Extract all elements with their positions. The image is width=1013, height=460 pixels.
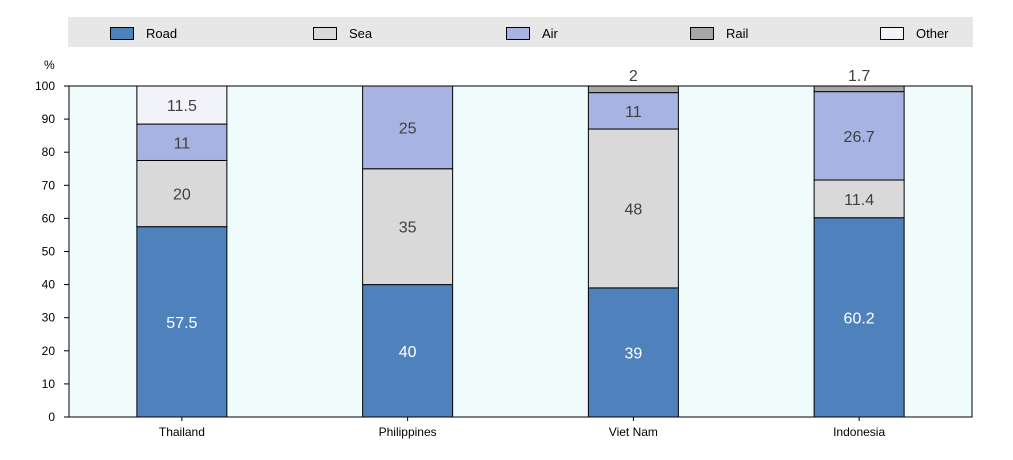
bar-segment-air — [362, 85, 454, 170]
data-label: 2 — [629, 68, 638, 85]
legend-swatch-sea — [313, 26, 337, 40]
data-label: 20 — [173, 187, 191, 204]
bar-segment-road — [362, 284, 454, 418]
bar-segment-sea — [136, 159, 228, 228]
y-tick-label: 50 — [42, 245, 56, 259]
bar-segment-road — [813, 217, 905, 418]
data-label: 40 — [399, 344, 417, 361]
legend-item-other: Other — [880, 25, 949, 41]
y-tick-label: 90 — [42, 112, 56, 126]
y-tick-label: 0 — [48, 410, 55, 424]
legend-label-rail: Rail — [726, 25, 749, 41]
x-tick-label: Indonesia — [833, 425, 885, 439]
bar-segment-sea — [587, 128, 679, 289]
data-label: 1.7 — [848, 68, 870, 85]
y-axis-unit: % — [44, 58, 55, 72]
legend-item-road: Road — [110, 25, 177, 41]
legend-swatch-air — [506, 26, 530, 40]
bar-segment-sea — [362, 168, 454, 286]
y-tick-label: 20 — [42, 344, 56, 358]
x-tick-label: Viet Nam — [609, 425, 658, 439]
x-tick-label: Philippines — [379, 425, 437, 439]
bar-segment-air — [136, 123, 228, 161]
bar-segment-air — [587, 92, 679, 130]
legend-label-road: Road — [146, 25, 178, 41]
bar-segment-air — [813, 91, 905, 181]
legend-swatch-road — [110, 26, 134, 40]
data-label: 26.7 — [844, 129, 875, 146]
data-label: 39 — [624, 345, 642, 362]
legend-item-rail: Rail — [690, 25, 748, 41]
y-tick-label: 40 — [42, 278, 56, 292]
x-tick-label: Thailand — [159, 425, 205, 439]
y-tick-label: 60 — [42, 211, 56, 225]
data-label: 11 — [625, 104, 642, 121]
bar-segment-rail — [587, 85, 679, 94]
y-tick-label: 30 — [42, 311, 56, 325]
data-label: 11.4 — [844, 192, 874, 209]
data-label: 25 — [399, 120, 417, 137]
legend-label-air: Air — [542, 25, 558, 41]
y-tick-label: 10 — [42, 377, 56, 391]
bar-segment-rail — [813, 85, 905, 93]
data-label: 35 — [399, 220, 417, 237]
data-label: 11 — [174, 135, 191, 152]
legend-item-sea: Sea — [313, 25, 372, 41]
legend-swatch-rail — [690, 26, 714, 40]
data-label: 57.5 — [166, 315, 197, 332]
data-label: 48 — [624, 201, 642, 218]
y-tick-label: 100 — [35, 79, 55, 93]
y-tick-label: 80 — [42, 145, 56, 159]
data-label: 11.5 — [167, 98, 197, 115]
legend: Road Sea Air Rail Other — [68, 17, 973, 47]
legend-label-other: Other — [916, 25, 949, 41]
legend-item-air: Air — [506, 25, 558, 41]
plot-frame — [68, 85, 973, 418]
data-label: 60.2 — [844, 310, 875, 327]
legend-swatch-other — [880, 26, 904, 40]
legend-label-sea: Sea — [349, 25, 373, 41]
bar-segment-sea — [813, 179, 905, 219]
y-tick-label: 70 — [42, 178, 56, 192]
